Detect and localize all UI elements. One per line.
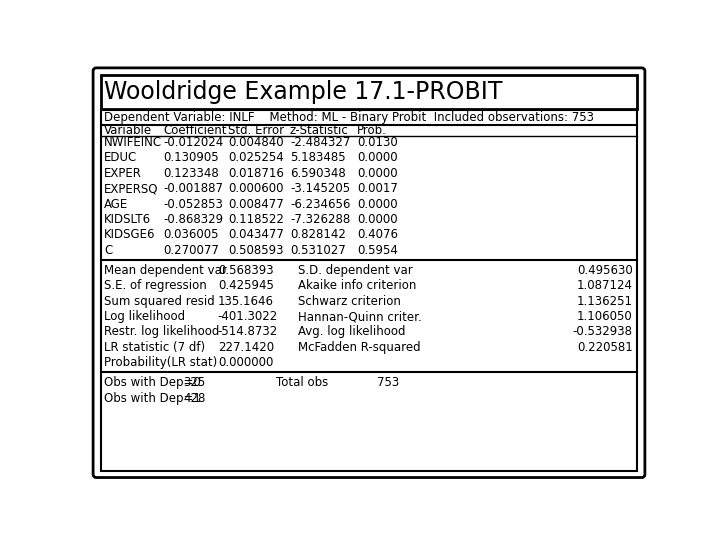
Text: 0.004840: 0.004840 (228, 136, 284, 149)
Text: -3.145205: -3.145205 (290, 183, 350, 195)
Text: KIDSLT6: KIDSLT6 (104, 213, 151, 226)
Text: EXPERSQ: EXPERSQ (104, 183, 158, 195)
Text: 0.0000: 0.0000 (357, 167, 398, 180)
Text: Sum squared resid: Sum squared resid (104, 295, 215, 308)
Text: 0.043477: 0.043477 (228, 228, 284, 241)
Text: Std. Error: Std. Error (228, 124, 284, 137)
Text: Total obs: Total obs (276, 376, 328, 389)
Text: 0.0000: 0.0000 (357, 151, 398, 165)
Text: 0.130905: 0.130905 (163, 151, 220, 165)
Text: Prob.: Prob. (357, 124, 387, 137)
Text: 0.828142: 0.828142 (290, 228, 346, 241)
Text: 227.1420: 227.1420 (218, 341, 274, 354)
Text: Wooldridge Example 17.1-PROBIT: Wooldridge Example 17.1-PROBIT (104, 80, 503, 104)
Text: 1.136251: 1.136251 (577, 295, 632, 308)
Text: EDUC: EDUC (104, 151, 138, 165)
Text: Mean dependent var: Mean dependent var (104, 264, 227, 277)
Text: McFadden R-squared: McFadden R-squared (297, 341, 420, 354)
Text: 0.220581: 0.220581 (577, 341, 632, 354)
Text: C: C (104, 244, 112, 257)
Text: KIDSGE6: KIDSGE6 (104, 228, 156, 241)
Text: S.E. of regression: S.E. of regression (104, 279, 207, 292)
Text: -0.868329: -0.868329 (163, 213, 224, 226)
Text: Variable: Variable (104, 124, 152, 137)
Text: 0.0017: 0.0017 (357, 183, 398, 195)
Text: 1.087124: 1.087124 (577, 279, 632, 292)
Text: Obs with Dep=0: Obs with Dep=0 (104, 376, 201, 389)
Text: LR statistic (7 df): LR statistic (7 df) (104, 341, 205, 354)
Text: 0.000000: 0.000000 (218, 356, 274, 369)
Text: 0.0000: 0.0000 (357, 198, 398, 211)
Text: Coefficient: Coefficient (163, 124, 227, 137)
Text: 0.5954: 0.5954 (357, 244, 398, 257)
Text: z-Statistic: z-Statistic (290, 124, 348, 137)
Text: 135.1646: 135.1646 (218, 295, 274, 308)
Text: 5.183485: 5.183485 (290, 151, 346, 165)
Text: 0.0000: 0.0000 (357, 213, 398, 226)
Text: 0.495630: 0.495630 (577, 264, 632, 277)
Text: 0.008477: 0.008477 (228, 198, 284, 211)
Text: 6.590348: 6.590348 (290, 167, 346, 180)
Text: S.D. dependent var: S.D. dependent var (297, 264, 413, 277)
Text: -0.532938: -0.532938 (572, 326, 632, 339)
Text: 0.118522: 0.118522 (228, 213, 284, 226)
Text: 1.106050: 1.106050 (577, 310, 632, 323)
Text: 0.025254: 0.025254 (228, 151, 284, 165)
Text: 428: 428 (183, 392, 205, 404)
Bar (101, 75, 637, 109)
Text: Probability(LR stat): Probability(LR stat) (104, 356, 217, 369)
Bar (101, 110, 637, 470)
Text: Akaike info criterion: Akaike info criterion (297, 279, 416, 292)
Text: 0.018716: 0.018716 (228, 167, 284, 180)
Text: 0.508593: 0.508593 (228, 244, 284, 257)
Text: 753: 753 (377, 376, 399, 389)
Text: Restr. log likelihood: Restr. log likelihood (104, 326, 220, 339)
Text: -401.3022: -401.3022 (218, 310, 278, 323)
Text: -7.326288: -7.326288 (290, 213, 350, 226)
Text: 0.270077: 0.270077 (163, 244, 220, 257)
Text: 0.0130: 0.0130 (357, 136, 398, 149)
Text: -6.234656: -6.234656 (290, 198, 351, 211)
Text: Dependent Variable: INLF    Method: ML - Binary Probit  Included observations: 7: Dependent Variable: INLF Method: ML - Bi… (104, 111, 594, 124)
Text: 0.000600: 0.000600 (228, 183, 284, 195)
Text: -0.001887: -0.001887 (163, 183, 224, 195)
Text: Log likelihood: Log likelihood (104, 310, 185, 323)
Text: Hannan-Quinn criter.: Hannan-Quinn criter. (297, 310, 421, 323)
Text: -0.052853: -0.052853 (163, 198, 223, 211)
Text: Obs with Dep=1: Obs with Dep=1 (104, 392, 201, 404)
Text: -0.012024: -0.012024 (163, 136, 224, 149)
Text: 0.425945: 0.425945 (218, 279, 274, 292)
Text: NWIFEINC: NWIFEINC (104, 136, 162, 149)
Text: 0.4076: 0.4076 (357, 228, 398, 241)
FancyBboxPatch shape (93, 68, 645, 477)
Text: 0.531027: 0.531027 (290, 244, 346, 257)
Text: -2.484327: -2.484327 (290, 136, 351, 149)
Text: EXPER: EXPER (104, 167, 142, 180)
Text: Avg. log likelihood: Avg. log likelihood (297, 326, 405, 339)
Text: 0.036005: 0.036005 (163, 228, 219, 241)
Text: Schwarz criterion: Schwarz criterion (297, 295, 400, 308)
Text: -514.8732: -514.8732 (218, 326, 278, 339)
Text: 325: 325 (183, 376, 205, 389)
Text: 0.568393: 0.568393 (218, 264, 274, 277)
Text: 0.123348: 0.123348 (163, 167, 220, 180)
Text: AGE: AGE (104, 198, 128, 211)
